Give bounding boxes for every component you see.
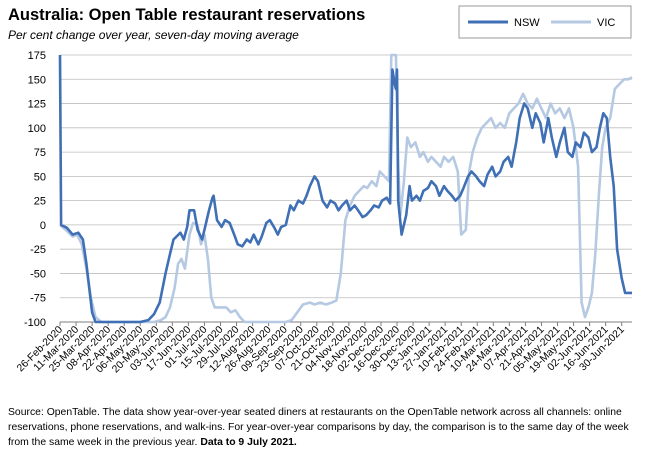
series-line-vic bbox=[59, 53, 633, 324]
series-line-nsw bbox=[58, 54, 632, 324]
gridlines bbox=[60, 54, 632, 323]
y-tick-label: 175 bbox=[28, 50, 46, 62]
legend-label-vic: VIC bbox=[597, 17, 615, 29]
legend-label-nsw: NSW bbox=[514, 17, 540, 29]
data-date-note: Data to 9 July 2021. bbox=[200, 437, 297, 448]
y-tick-label: -25 bbox=[30, 244, 46, 256]
y-axis: -100 -75 -50 -25 0 25 50 75 100 125 150 175 bbox=[24, 50, 46, 329]
y-tick-label: 125 bbox=[28, 99, 46, 111]
source-note: Source: OpenTable. The data show year-ov… bbox=[8, 405, 644, 450]
y-tick-label: -50 bbox=[30, 268, 46, 280]
y-tick-label: 25 bbox=[34, 196, 46, 208]
y-tick-label: -75 bbox=[30, 293, 46, 305]
y-tick-label: 50 bbox=[34, 171, 46, 183]
y-tick-label: 75 bbox=[34, 147, 46, 159]
source-text: Source: OpenTable. The data show year-ov… bbox=[8, 407, 629, 448]
chart-title: Australia: Open Table restaurant reserva… bbox=[8, 6, 366, 24]
chart-subtitle: Per cent change over year, seven-day mov… bbox=[8, 28, 299, 42]
x-axis: 26-Feb-202011-Mar-202025-Mar-202008-Apr-… bbox=[15, 321, 632, 375]
legend: NSW VIC bbox=[458, 5, 632, 39]
series-lines bbox=[58, 53, 633, 324]
y-tick-label: 150 bbox=[28, 74, 46, 86]
y-tick-label: -100 bbox=[24, 317, 46, 329]
line-chart: -100 -75 -50 -25 0 25 50 75 100 125 150 175 26-Feb-… bbox=[15, 5, 633, 375]
y-tick-label: 0 bbox=[40, 220, 46, 232]
y-tick-label: 100 bbox=[28, 123, 46, 135]
